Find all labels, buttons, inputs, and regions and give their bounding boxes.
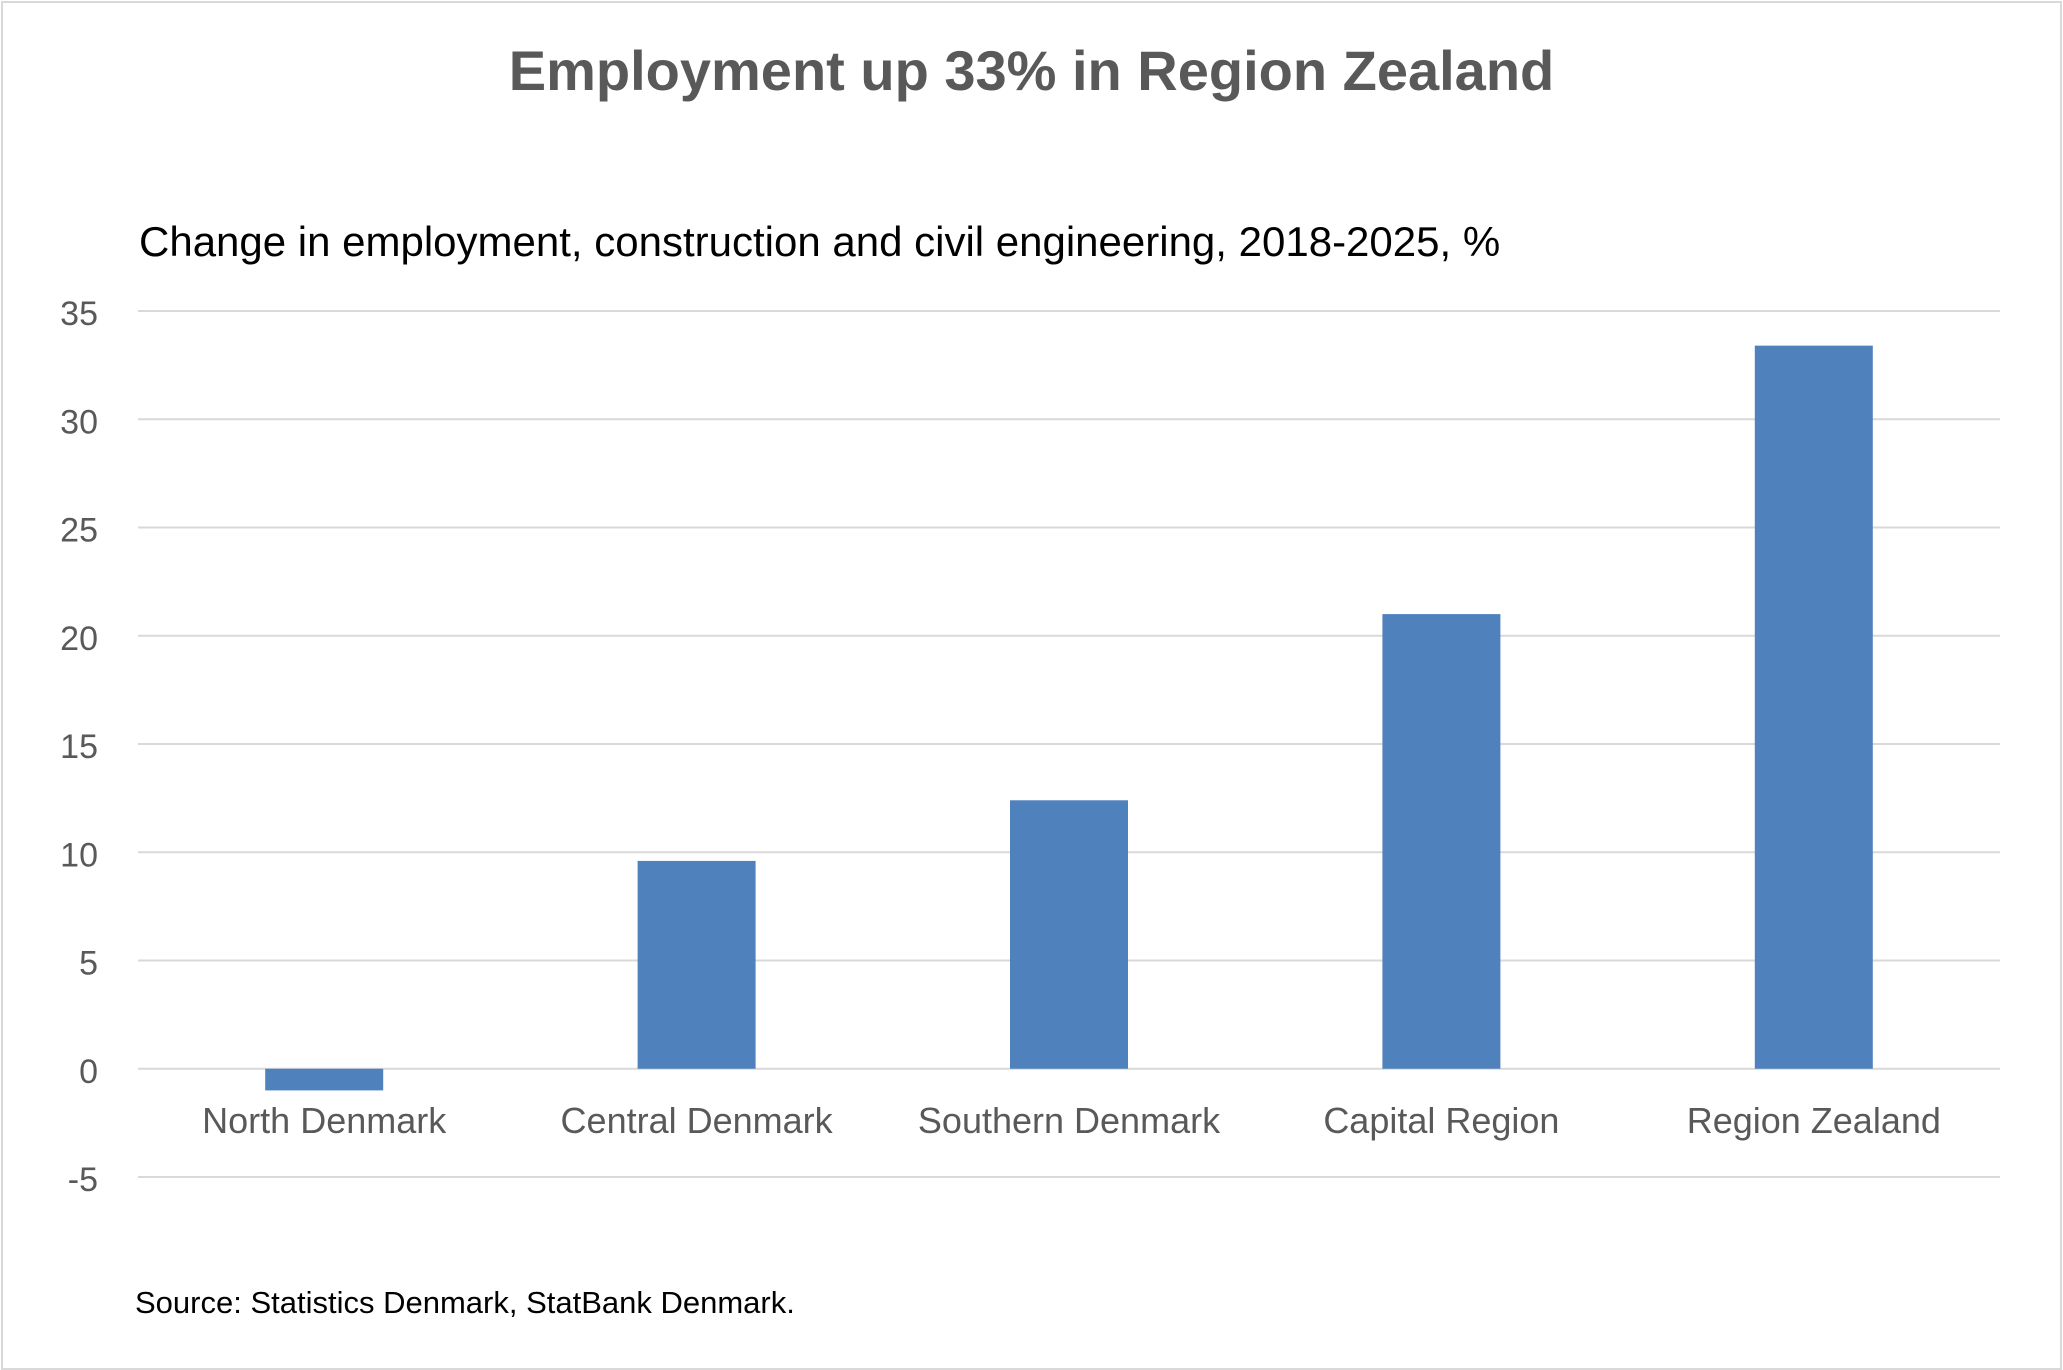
y-tick-label: 25 — [60, 512, 98, 550]
category-label: Region Zealand — [1687, 1100, 1941, 1141]
bar — [265, 1068, 384, 1091]
y-tick-label: 35 — [60, 295, 98, 333]
bar — [1382, 614, 1501, 1069]
chart-subtitle: Change in employment, construction and c… — [139, 218, 1501, 265]
bar — [1754, 345, 1873, 1069]
category-label: Southern Denmark — [918, 1100, 1221, 1141]
y-tick-label: 0 — [79, 1053, 98, 1091]
category-label: Central Denmark — [561, 1100, 834, 1141]
y-tick-label: 30 — [60, 403, 98, 441]
source-note: Source: Statistics Denmark, StatBank Den… — [135, 1285, 795, 1320]
y-tick-label: -5 — [68, 1161, 98, 1199]
category-label: Capital Region — [1323, 1100, 1559, 1141]
y-tick-label: 10 — [60, 836, 98, 874]
bar — [1010, 800, 1128, 1069]
y-tick-label: 20 — [60, 620, 98, 658]
y-tick-label: 15 — [60, 728, 98, 766]
y-tick-label: 5 — [79, 945, 98, 983]
bar — [637, 860, 756, 1069]
chart-title: Employment up 33% in Region Zealand — [508, 39, 1555, 102]
category-label: North Denmark — [202, 1100, 447, 1141]
